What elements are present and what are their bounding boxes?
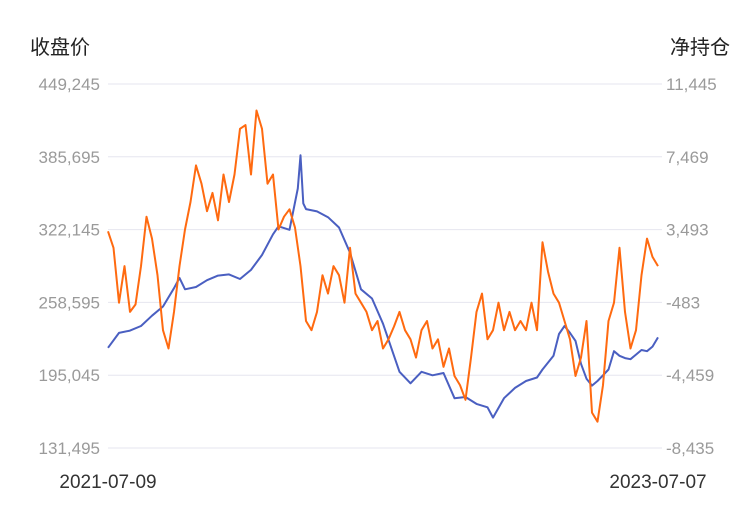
x-end-date-label: 2023-07-07 (609, 472, 706, 493)
net-position-line (107, 109, 659, 423)
left-tick-label: 449,245 (39, 75, 100, 94)
left-tick-label: 195,045 (39, 366, 100, 385)
right-tick-label: 7,469 (666, 148, 709, 167)
right-tick-label: -8,435 (666, 439, 714, 458)
right-tick-label: -4,459 (666, 366, 714, 385)
right-tick-label: 11,445 (666, 75, 717, 94)
left-tick-label: 385,695 (39, 148, 100, 167)
gridlines (108, 83, 662, 449)
right-axis-ticks: 11,445 7,469 3,493 -483 -4,459 -8,435 (666, 75, 717, 458)
right-tick-label: 3,493 (666, 221, 709, 240)
series-layer (107, 109, 659, 423)
left-tick-label: 131,495 (39, 439, 100, 458)
closing-price-line (107, 154, 659, 419)
x-start-date-label: 2021-07-09 (59, 472, 156, 493)
left-axis-title: 收盘价 (30, 36, 90, 59)
left-tick-label: 258,595 (39, 293, 100, 312)
left-tick-label: 322,145 (39, 221, 100, 240)
right-tick-label: -483 (666, 293, 700, 312)
left-axis-ticks: 449,245 385,695 322,145 258,595 195,045 131,4… (39, 75, 100, 458)
right-axis-title: 净持仓 (670, 36, 730, 59)
